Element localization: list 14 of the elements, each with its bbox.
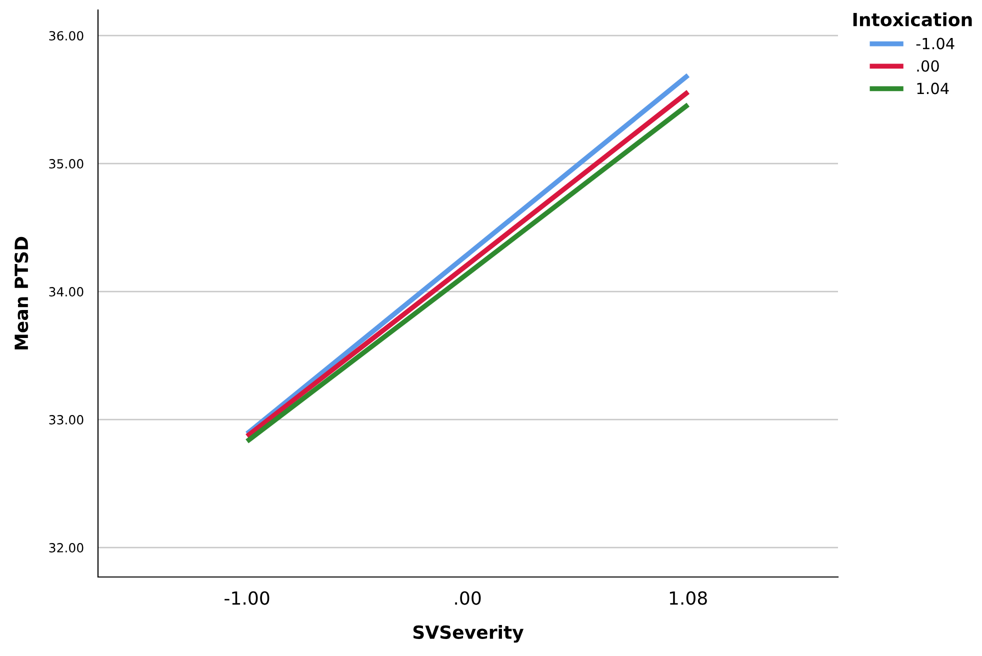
y-tick-label: 34.00	[49, 287, 84, 297]
y-tick-label: 35.00	[49, 159, 84, 169]
x-tick-label: 1.08	[670, 591, 707, 605]
y-axis-title: Mean PTSD	[14, 236, 28, 350]
x-tick-label: .00	[455, 591, 481, 605]
legend-title: Intoxication	[853, 12, 972, 26]
legend-label: -1.04	[916, 38, 954, 50]
x-tick-label: -1.00	[224, 591, 270, 605]
legend-label: .00	[917, 60, 939, 72]
legend-label: 1.04	[917, 82, 949, 94]
y-tick-label: 36.00	[49, 31, 84, 41]
y-tick-label: 33.00	[49, 415, 84, 424]
x-axis-title: SVSeverity	[413, 625, 524, 643]
y-tick-label: 32.00	[49, 543, 84, 552]
